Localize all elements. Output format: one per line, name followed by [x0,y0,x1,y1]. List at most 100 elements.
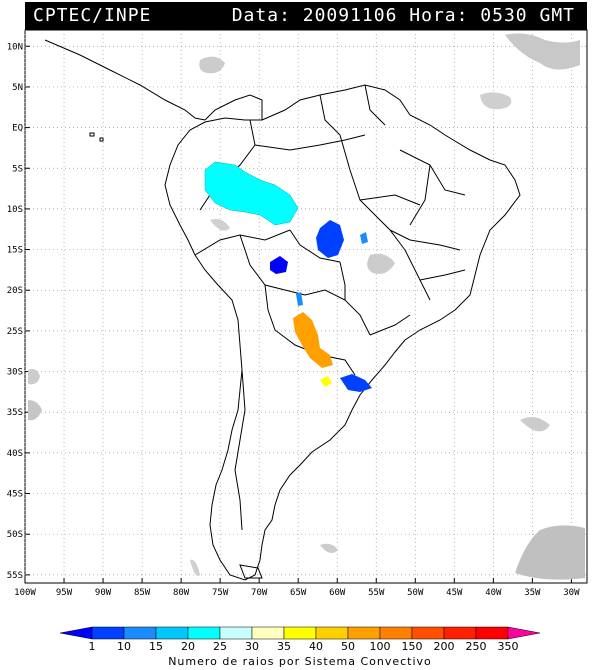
convective-system-bolivia [270,256,288,274]
lightning-map: 10N5NEQ5S10S15S20S25S30S35S40S45S50S55S … [7,29,588,598]
lon-tick-label: 55W [368,588,385,598]
colorbar-label: 40 [309,640,323,653]
colorbar-label: 250 [466,640,487,653]
colorbar-label: 25 [213,640,227,653]
country-border [254,134,366,151]
convective-system-yellow [320,376,332,387]
cloud-cover-layer [28,33,585,580]
lon-tick-label: 65W [290,588,307,598]
source-label: CPTEC/INPE [33,5,152,26]
central-america [44,39,206,121]
colorbar-segment [59,626,93,640]
colorbar-segment [475,626,509,640]
galapagos [89,132,104,142]
lat-tick-label: 5N [12,83,23,93]
latitude-labels: 10N 5N EQ 5S 10S 15S 20S 25S 30S 35S 40S 45S 50S 55S [7,42,23,581]
lon-tick-label: 75W [212,588,229,598]
lon-tick-label: 70W [251,588,268,598]
cloud-patch [210,219,230,231]
colorbar-segment [507,626,541,640]
lon-tick-label: 90W [95,588,112,598]
colorbar-segment [219,626,253,640]
country-border [339,261,346,300]
tierra-del-fuego [239,564,263,579]
lon-tick-label: 40W [485,588,502,598]
cloud-patch [28,400,42,421]
cloud-patch [320,543,338,554]
lon-tick-label: 35W [524,588,541,598]
colorbar-label: 35 [277,640,291,653]
colorbar-label: 350 [498,640,519,653]
cloud-patch [367,253,395,274]
lat-tick-label: 45S [7,490,23,500]
cloud-patch [480,92,512,110]
cloud-patch [520,416,550,432]
cloud-patch [515,525,585,580]
colorbar-label: 150 [402,640,423,653]
colorbar-segment [347,626,381,640]
lat-tick-label: 25S [7,327,23,337]
south-america-coast [164,84,521,581]
colorbar-label: 15 [149,640,163,653]
lat-tick-label: 40S [7,449,23,459]
state-border [389,229,461,251]
convective-system-small [296,292,303,306]
state-border [369,314,411,336]
lat-tick-label: 5S [12,164,23,174]
colorbar-label: 1 [89,640,96,653]
country-border [364,84,386,126]
cloud-patch [190,559,200,576]
state-border [419,269,466,281]
colorbar-segment [155,626,189,640]
lon-tick-label: 80W [173,588,190,598]
lon-tick-label: 85W [134,588,151,598]
continent-outline [44,39,521,581]
colorbar-segment [411,626,445,640]
lat-tick-label: 50S [7,530,23,540]
convective-system-uruguay [340,374,372,392]
lon-tick-label: 95W [56,588,73,598]
lat-tick-label: 55S [7,571,23,581]
colorbar-label: 200 [434,640,455,653]
lat-tick-label: 15S [7,246,23,256]
lon-tick-label: 100W [14,588,36,598]
colorbar-segment [187,626,221,640]
country-border [289,229,341,263]
colorbar-label: 100 [370,640,391,653]
lon-tick-label: 30W [563,588,580,598]
colorbar-segment [251,626,285,640]
lon-tick-label: 60W [329,588,346,598]
colorbar-label: 30 [245,640,259,653]
state-border [399,149,466,196]
lat-tick-label: 10N [7,42,23,52]
colorbar-segment [379,626,413,640]
country-border [234,369,246,531]
convective-system-amazon [204,161,299,226]
colorbar-title: Numero de raios por Sistema Convectivo [168,655,432,668]
colorbar-label: 20 [181,640,195,653]
colorbar-segment [91,626,125,640]
convective-systems [204,161,372,392]
convective-system-mato-grosso [316,220,344,258]
cloud-patch [199,56,225,74]
convective-system-paraguay [293,312,333,368]
colorbar-segment [443,626,477,640]
lat-tick-label: 35S [7,408,23,418]
lon-tick-label: 45W [446,588,463,598]
colorbar-segment [283,626,317,640]
lat-tick-label: 20S [7,286,23,296]
colorbar-segment [123,626,157,640]
country-border [264,284,356,376]
country-border [339,134,406,251]
lon-tick-label: 50W [407,588,424,598]
convective-system-small-2 [360,232,368,244]
cloud-patch [28,368,40,385]
country-border [319,94,341,136]
state-border [409,164,431,226]
caribbean-coast [204,94,263,121]
map-header: CPTEC/INPE Data: 20091106 Hora: 0530 GMT [25,2,587,30]
colorbar: 1 10 15 20 25 30 35 40 50 100 150 200 250 350 [59,626,541,653]
colorbar-segment [315,626,349,640]
lat-tick-label: 30S [7,368,23,378]
longitude-labels: 100W 95W 90W 85W 80W 75W 70W 65W 60W 55W 50W 45W 40W… [14,588,580,598]
